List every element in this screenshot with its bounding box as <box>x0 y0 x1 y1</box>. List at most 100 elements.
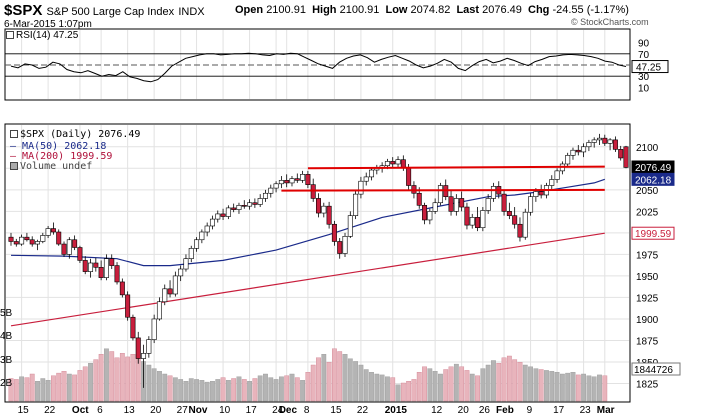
candle-body <box>416 192 422 206</box>
volume-bar <box>597 374 602 402</box>
rsi-tick-label: 90 <box>638 39 650 50</box>
candle-body <box>204 225 210 233</box>
candle-body <box>61 243 67 255</box>
x-tick-label: 15 <box>18 405 30 415</box>
volume-bar <box>263 373 268 402</box>
volume-bar <box>305 372 311 402</box>
legend-ma50: — MA(50) 2062.18 <box>10 141 107 152</box>
legend-ma200: — MA(200) 1999.59 <box>10 151 113 162</box>
volume-bar <box>24 377 30 402</box>
candle-body <box>342 236 348 254</box>
candle-body <box>82 260 88 272</box>
candle-body <box>485 198 491 211</box>
volume-bar <box>82 366 88 402</box>
volume-bar <box>385 376 390 402</box>
volume-bar <box>125 356 131 402</box>
volume-bar <box>459 366 465 402</box>
volume-bar <box>210 381 215 402</box>
candle-body <box>538 191 544 196</box>
volume-bar <box>162 373 168 402</box>
candle-body <box>448 196 454 212</box>
volume-bar <box>475 375 480 402</box>
candle-body <box>247 202 253 207</box>
volume-bar <box>321 354 327 402</box>
candle-body <box>422 205 428 221</box>
candle-body <box>326 205 332 225</box>
x-tick-label: 13 <box>124 405 136 415</box>
candle-body <box>347 215 353 237</box>
x-tick-label: Feb <box>496 405 514 415</box>
candle-body <box>570 149 576 156</box>
volume-bar <box>374 373 380 402</box>
candle-body <box>522 211 528 238</box>
volume-bar <box>506 355 512 402</box>
candle-body <box>607 139 613 144</box>
volume-bar <box>358 364 364 402</box>
volume-bar <box>45 380 51 402</box>
volume-bar <box>416 372 422 402</box>
volume-bar <box>432 371 438 402</box>
volume-bar <box>448 366 454 402</box>
candle-body <box>581 146 587 153</box>
value-badge-text: 2062.18 <box>635 175 672 186</box>
candle-body <box>586 142 592 148</box>
volume-bar <box>369 372 374 402</box>
y-tick-label: 2025 <box>636 207 659 218</box>
volume-tick-label: 5B <box>0 308 13 319</box>
volume-bar <box>278 376 284 402</box>
volume-bar <box>538 369 544 402</box>
candle-body <box>533 191 539 198</box>
volume-badge-text: 1844726 <box>634 365 673 376</box>
y-tick-label: 1875 <box>636 336 659 347</box>
x-tick-label: Nov <box>189 405 208 415</box>
candle-body <box>554 170 560 180</box>
candle-body <box>363 176 369 182</box>
candle-body <box>384 161 390 167</box>
value-badge <box>631 172 675 186</box>
candle-body <box>8 236 14 242</box>
y-tick-label: 1900 <box>636 315 659 326</box>
volume-bar <box>422 366 427 402</box>
candle-body <box>490 186 496 199</box>
volume-bar <box>35 381 40 402</box>
volume-bar <box>114 357 120 402</box>
volume-bar <box>310 364 316 402</box>
candle-body <box>167 288 173 295</box>
candle-body <box>602 137 608 144</box>
candle-body <box>565 155 571 165</box>
volume-bar <box>406 381 412 402</box>
x-tick-label: 22 <box>357 405 369 415</box>
x-tick-label: 26 <box>479 405 491 415</box>
volume-bar <box>565 372 571 402</box>
value-badge <box>631 226 675 240</box>
legend-price: $SPX (Daily) 2076.49 <box>10 129 140 140</box>
rsi-label: RSI(14) 47.25 <box>6 30 78 41</box>
volume-bar <box>231 378 237 402</box>
candle-body <box>273 183 279 189</box>
volume-bar <box>390 377 396 402</box>
volume-bar <box>40 378 46 402</box>
volume-bar <box>517 362 523 402</box>
candle-body <box>125 294 131 318</box>
candle-body <box>172 275 178 295</box>
rsi-line <box>10 52 627 83</box>
x-tick-label: 9 <box>527 405 533 415</box>
ma200-line <box>10 232 605 327</box>
volume-bar <box>98 354 104 402</box>
candle-body <box>13 241 19 245</box>
volume-bar <box>8 378 14 402</box>
candle-body <box>225 207 231 217</box>
candle-body <box>220 213 226 217</box>
candle-body <box>475 217 481 229</box>
candle-body <box>437 185 443 204</box>
candle-body <box>517 223 523 238</box>
trendline <box>281 188 605 192</box>
candle-body <box>215 213 221 220</box>
x-tick-label: 2015 <box>385 405 408 415</box>
volume-bar <box>575 374 581 402</box>
volume-bar <box>438 373 443 402</box>
candle-body <box>72 239 78 248</box>
volume-bar <box>72 374 78 402</box>
candle-body <box>98 267 104 278</box>
